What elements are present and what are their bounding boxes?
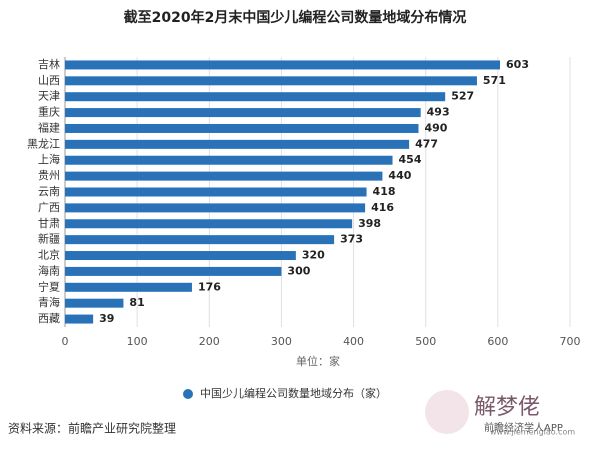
y-tick-label: 云南 bbox=[38, 185, 60, 198]
data-label: 39 bbox=[99, 312, 114, 325]
bar bbox=[65, 155, 393, 165]
bar bbox=[65, 92, 446, 102]
bar bbox=[65, 123, 419, 133]
x-tick-label: 300 bbox=[271, 335, 292, 348]
watermark-url: www.jiemenglao.com bbox=[490, 428, 575, 437]
y-tick-label: 宁夏 bbox=[38, 279, 60, 293]
watermark-text: 解梦佬 bbox=[474, 395, 540, 420]
data-label: 571 bbox=[483, 74, 506, 87]
x-tick-label: 600 bbox=[487, 335, 508, 348]
bar bbox=[65, 187, 367, 197]
x-tick-label: 200 bbox=[199, 335, 220, 348]
bar bbox=[65, 314, 94, 324]
source: 资料来源：前瞻产业研究院整理 bbox=[8, 421, 176, 436]
y-tick-label: 重庆 bbox=[38, 105, 60, 119]
y-tick-label: 吉林 bbox=[38, 57, 60, 71]
data-label: 454 bbox=[399, 153, 422, 166]
data-label: 603 bbox=[506, 58, 529, 71]
bar bbox=[65, 298, 124, 308]
y-tick-label: 北京 bbox=[38, 248, 60, 262]
bar bbox=[65, 139, 410, 149]
data-label: 418 bbox=[373, 185, 396, 198]
watermark-app: 前瞻经济学人APP bbox=[484, 421, 563, 434]
watermark: 解梦佬 www.jiemenglao.com 前瞻经济学人APP bbox=[425, 390, 575, 437]
bar bbox=[65, 282, 192, 292]
bar bbox=[65, 219, 353, 229]
y-tick-label: 福建 bbox=[38, 120, 60, 134]
y-tick-label: 青海 bbox=[38, 295, 60, 309]
y-tick-label: 甘肃 bbox=[38, 217, 60, 230]
x-tick-label: 700 bbox=[560, 335, 581, 348]
bar bbox=[65, 60, 501, 70]
data-label: 440 bbox=[388, 169, 411, 182]
data-label: 490 bbox=[425, 121, 448, 134]
data-label: 176 bbox=[198, 280, 221, 293]
data-label: 477 bbox=[415, 137, 438, 150]
x-tick-label: 500 bbox=[415, 335, 436, 348]
bar bbox=[65, 251, 296, 261]
y-tick-label: 海南 bbox=[38, 263, 60, 277]
y-tick-label: 新疆 bbox=[38, 232, 60, 246]
data-label: 320 bbox=[302, 249, 325, 262]
data-label: 416 bbox=[371, 201, 394, 214]
y-tick-label: 贵州 bbox=[38, 169, 60, 182]
y-tick-label: 广西 bbox=[38, 201, 60, 214]
x-tick-label: 100 bbox=[127, 335, 148, 348]
data-label: 300 bbox=[287, 264, 310, 277]
y-tick-label: 黑龙江 bbox=[27, 137, 60, 150]
y-tick-label: 山西 bbox=[38, 74, 60, 87]
bar bbox=[65, 266, 282, 276]
data-label: 373 bbox=[340, 233, 363, 246]
data-label: 527 bbox=[451, 90, 474, 103]
chart-title: 截至2020年2月末中国少儿编程公司数量地域分布情况 bbox=[124, 9, 467, 26]
bar bbox=[65, 235, 335, 245]
x-axis-label: 单位：家 bbox=[296, 354, 340, 368]
legend-label: 中国少儿编程公司数量地域分布（家） bbox=[200, 386, 387, 400]
y-tick-label: 天津 bbox=[38, 90, 60, 103]
bar bbox=[65, 108, 421, 118]
data-label: 493 bbox=[427, 106, 450, 119]
x-tick-label: 0 bbox=[62, 335, 69, 348]
legend-marker bbox=[183, 389, 193, 399]
bar bbox=[65, 171, 383, 181]
y-tick-label: 西藏 bbox=[38, 312, 60, 325]
x-tick-label: 400 bbox=[343, 335, 364, 348]
bar bbox=[65, 76, 477, 86]
data-label: 81 bbox=[129, 296, 144, 309]
bar bbox=[65, 203, 366, 213]
data-label: 398 bbox=[358, 217, 381, 230]
y-tick-label: 上海 bbox=[38, 152, 60, 166]
watermark-logo bbox=[425, 390, 469, 434]
